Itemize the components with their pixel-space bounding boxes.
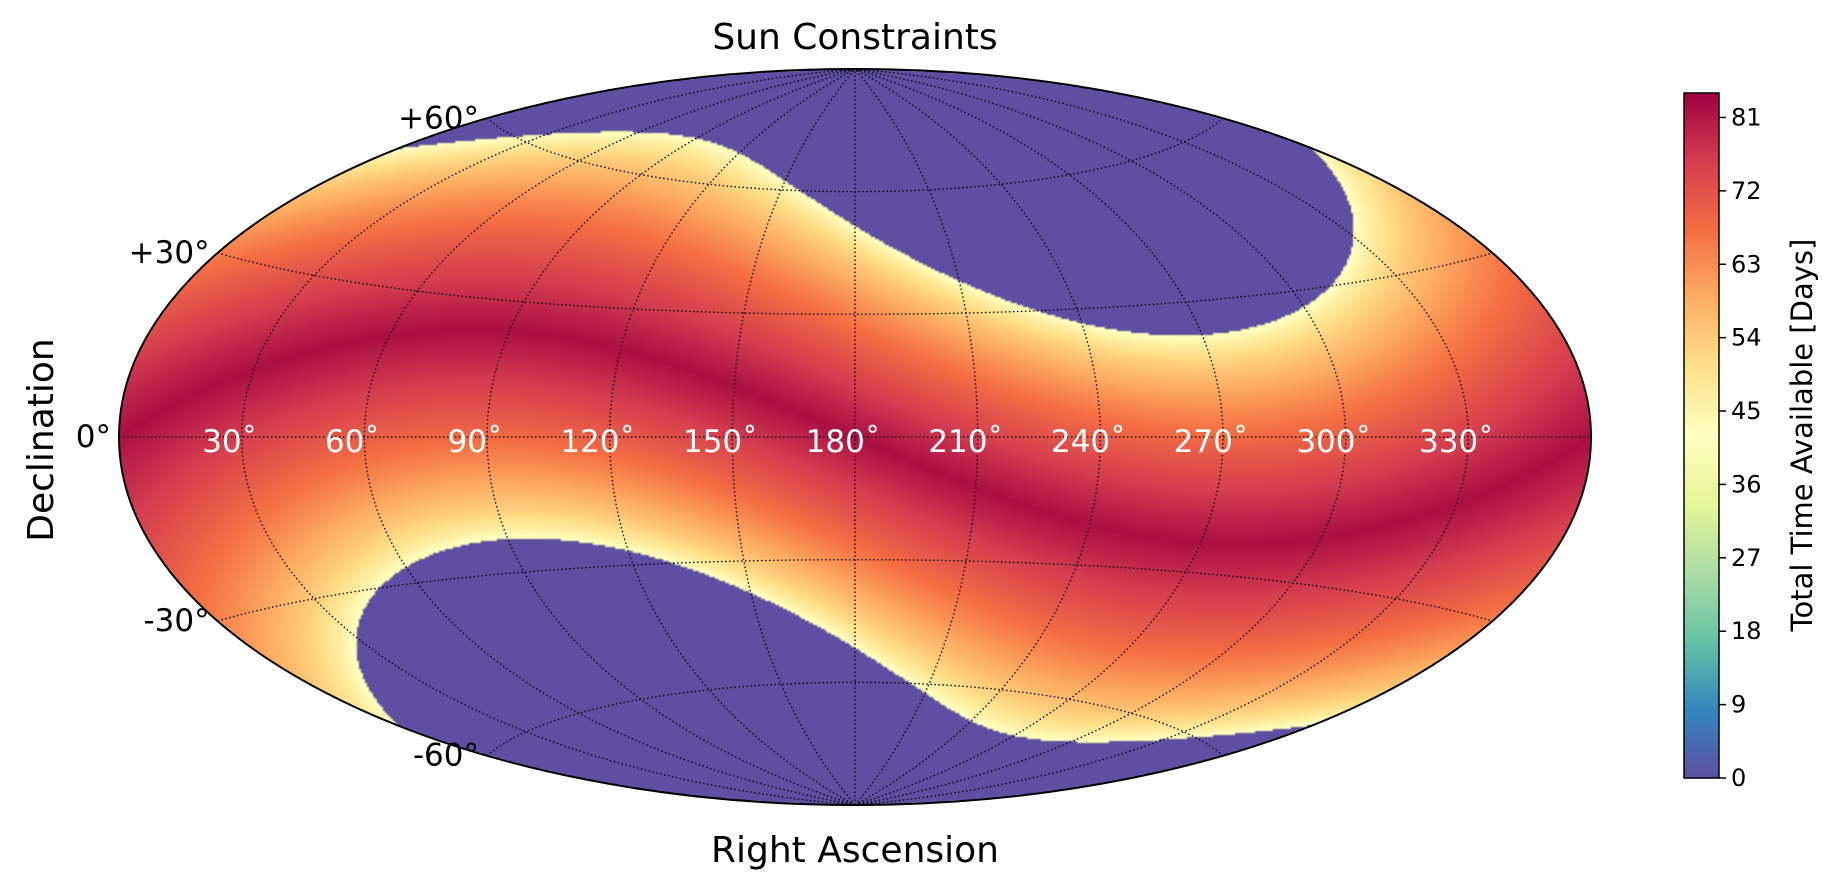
- chart-title: Sun Constraints: [712, 17, 997, 58]
- parallel-line: [486, 681, 1224, 757]
- ra-tick-label: 330˚: [1419, 424, 1494, 460]
- colorbar-gradient: [1683, 92, 1720, 779]
- colorbar-tick-label: 63: [1731, 250, 1762, 278]
- dec-tick-labels: +60° +30° 0° -30° -60°: [76, 100, 479, 773]
- ra-tick-label: 300˚: [1296, 424, 1371, 460]
- colorbar-tick-label: 9: [1731, 691, 1746, 719]
- colorbar-tick-label: 72: [1731, 177, 1762, 205]
- colorbar: 0 9 18 27 36 45 54 63 72 81 Total Time Available …: [1683, 92, 1819, 792]
- dec-tick-label: 0°: [76, 419, 111, 455]
- colorbar-tick-label: 0: [1731, 764, 1746, 792]
- colorbar-tick-label: 45: [1731, 397, 1762, 425]
- dec-tick-label: -60°: [413, 738, 479, 774]
- meridian-line: [854, 68, 1347, 806]
- ra-tick-labels: 30˚ 60˚ 90˚ 120˚ 150˚ 180˚ 210˚ 240˚ 270˚ 300˚ 330…: [202, 424, 1493, 460]
- colorbar-label: Total Time Available [Days]: [1785, 239, 1819, 633]
- colorbar-tick-label: 18: [1731, 617, 1762, 645]
- ra-tick-label: 210˚: [928, 424, 1003, 460]
- x-axis-label: Right Ascension: [711, 830, 999, 871]
- meridian-line: [854, 68, 979, 806]
- colorbar-ticks: 0 9 18 27 36 45 54 63 72 81: [1719, 103, 1762, 792]
- colorbar-tick-label: 27: [1731, 544, 1762, 572]
- meridian-line: [609, 68, 856, 806]
- parallel-line: [217, 252, 1493, 315]
- y-axis-label: Declination: [21, 338, 62, 542]
- ra-tick-label: 60˚: [325, 424, 380, 460]
- ra-tick-label: 240˚: [1051, 424, 1126, 460]
- colorbar-tick-label: 54: [1731, 324, 1762, 352]
- colorbar-tick-label: 81: [1731, 103, 1762, 131]
- ra-tick-label: 180˚: [806, 424, 881, 460]
- parallel-line: [486, 117, 1224, 193]
- ra-tick-label: 90˚: [448, 424, 503, 460]
- map-boundary: [118, 68, 1592, 806]
- dec-tick-label: +60°: [398, 100, 479, 136]
- graticule: [119, 68, 1591, 806]
- dec-tick-label: -30°: [143, 603, 209, 639]
- colorbar-tick-label: 36: [1731, 470, 1762, 498]
- dec-tick-label: +30°: [129, 235, 210, 271]
- parallel-line: [217, 559, 1493, 622]
- ra-tick-label: 270˚: [1174, 424, 1249, 460]
- meridian-line: [731, 68, 856, 806]
- sky-map: 30˚ 60˚ 90˚ 120˚ 150˚ 180˚ 210˚ 240˚ 270˚ 300˚ 330…: [118, 68, 1592, 806]
- ra-tick-label: 120˚: [560, 424, 635, 460]
- ra-tick-label: 30˚: [202, 424, 257, 460]
- ra-tick-label: 150˚: [683, 424, 758, 460]
- meridian-line: [363, 68, 856, 806]
